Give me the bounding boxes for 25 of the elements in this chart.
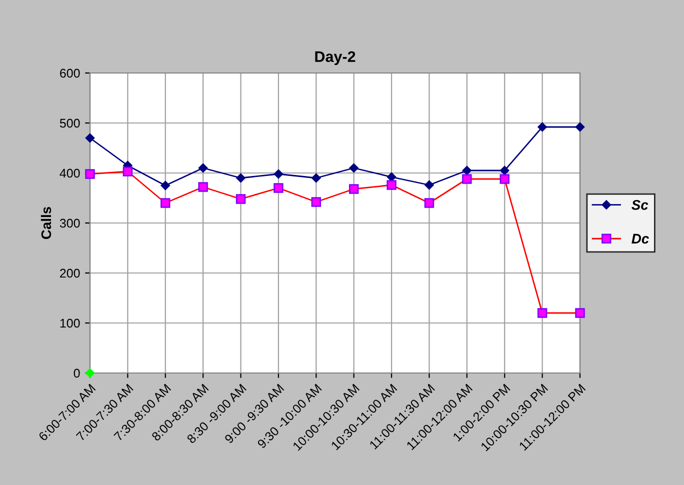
point <box>274 169 284 179</box>
y-tick-label: 100 <box>60 318 80 328</box>
point <box>85 368 95 378</box>
legend-label: Sc <box>632 200 648 210</box>
point <box>462 166 472 176</box>
point <box>198 163 208 173</box>
y-tick-label: 300 <box>60 218 80 228</box>
y-axis-title: Calls <box>40 206 52 240</box>
point <box>424 180 434 190</box>
legend-label: Dc <box>632 234 649 244</box>
point <box>312 173 321 183</box>
point <box>85 133 95 143</box>
y-tick-label: 200 <box>60 268 80 278</box>
y-tick-label: 500 <box>60 118 80 128</box>
point <box>160 180 170 190</box>
point <box>349 163 358 173</box>
chart-title: Day-2 <box>315 51 356 66</box>
y-tick-label: 0 <box>74 368 80 378</box>
y-tick-label: 600 <box>60 68 80 78</box>
point <box>236 173 246 183</box>
point <box>538 122 547 132</box>
point <box>386 172 396 182</box>
point <box>500 166 510 176</box>
y-tick-label: 400 <box>60 168 80 178</box>
point <box>575 122 585 132</box>
